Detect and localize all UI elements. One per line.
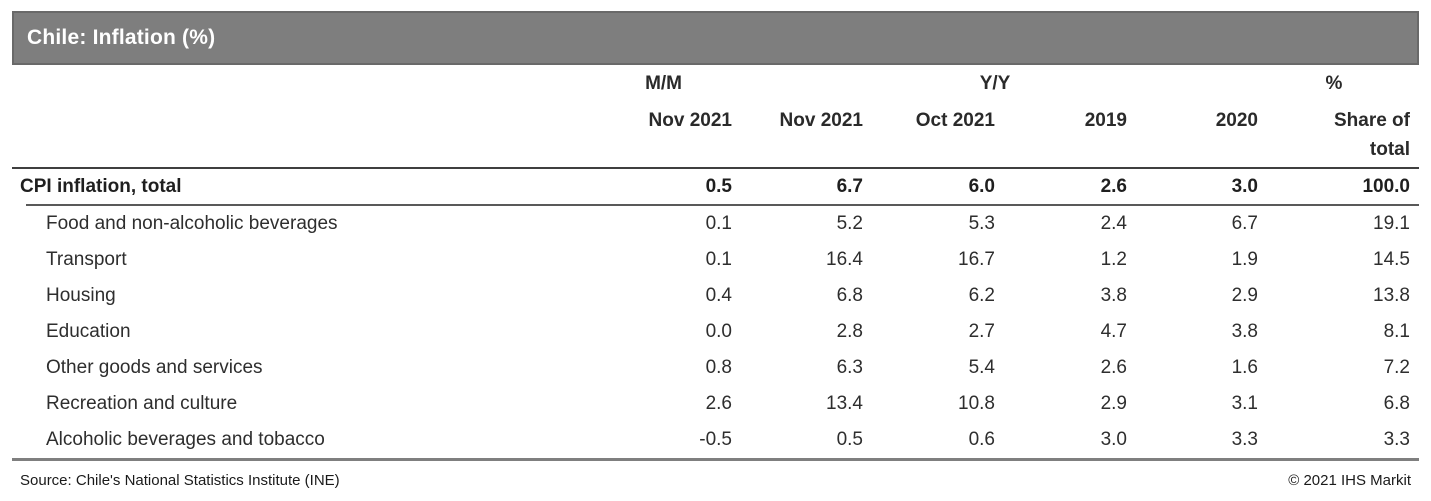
row-label: Transport <box>46 249 127 270</box>
column-header-share-of-total: Share of total <box>1333 110 1410 160</box>
column-header-spacer <box>12 103 612 106</box>
cell-value: 3.1 <box>1231 393 1258 414</box>
column-group-mm: M/M <box>645 73 682 94</box>
title-bar: Chile: Inflation (%) <box>12 11 1419 65</box>
column-header-oct2021: Oct 2021 <box>915 110 995 131</box>
copyright-note: © 2021 IHS Markit <box>1288 472 1411 489</box>
cell-value: 16.7 <box>958 249 995 270</box>
cell-value: 3.3 <box>1383 429 1410 450</box>
cell-value: 1.9 <box>1231 249 1258 270</box>
cell-value: 13.4 <box>826 393 863 414</box>
cell-value: 6.7 <box>1231 213 1258 234</box>
cell-value: 2.6 <box>1100 357 1127 378</box>
cell-value: 6.2 <box>968 285 995 306</box>
table-row: Education 0.0 2.8 2.7 4.7 3.8 8.1 <box>12 314 1419 350</box>
cell-value: 7.2 <box>1383 357 1410 378</box>
cell-value: 0.0 <box>705 321 732 342</box>
cell-value: 2.7 <box>968 321 995 342</box>
cell-value: 0.1 <box>705 249 732 270</box>
cell-value: 1.6 <box>1231 357 1258 378</box>
row-label: Recreation and culture <box>46 393 238 414</box>
cell-value: 6.8 <box>836 285 863 306</box>
cell-value: 0.5 <box>705 175 732 197</box>
cell-value: 3.0 <box>1100 429 1127 450</box>
column-header-nov2021-yy: Nov 2021 <box>779 110 863 131</box>
page-title: Chile: Inflation (%) <box>27 26 216 49</box>
cell-value: 0.4 <box>705 285 732 306</box>
cell-value: 13.8 <box>1373 285 1410 306</box>
cell-value: 3.3 <box>1231 429 1258 450</box>
cell-value: 8.1 <box>1383 321 1410 342</box>
cell-value: 6.0 <box>968 175 995 197</box>
inflation-table: M/M Y/Y % Nov 2021 Nov 2021 Oct 2021 201… <box>12 65 1419 461</box>
column-header-2019: 2019 <box>1084 110 1127 131</box>
row-label: Education <box>46 321 131 342</box>
cell-value: 3.0 <box>1231 175 1258 197</box>
cell-value: -0.5 <box>699 429 732 450</box>
column-group-yy: Y/Y <box>979 73 1011 94</box>
divider-below-total-row <box>26 204 1419 206</box>
cell-value: 3.8 <box>1231 321 1258 342</box>
cell-value: 0.5 <box>836 429 863 450</box>
column-group-header-row: M/M Y/Y % <box>12 65 1419 103</box>
cell-value: 4.7 <box>1100 321 1127 342</box>
divider-table-bottom <box>12 458 1419 461</box>
table-row: Alcoholic beverages and tobacco -0.5 0.5… <box>12 422 1419 458</box>
cell-value: 100.0 <box>1362 175 1410 197</box>
cell-value: 2.9 <box>1100 393 1127 414</box>
cell-value: 2.6 <box>1100 175 1127 197</box>
cell-value: 0.1 <box>705 213 732 234</box>
cell-value: 5.4 <box>968 357 995 378</box>
table-row: Recreation and culture 2.6 13.4 10.8 2.9… <box>12 386 1419 422</box>
row-label: Food and non-alcoholic beverages <box>46 213 338 234</box>
cell-value: 3.8 <box>1100 285 1127 306</box>
cell-value: 6.7 <box>836 175 863 197</box>
cell-value: 5.3 <box>968 213 995 234</box>
row-label: Other goods and services <box>46 357 263 378</box>
cell-value: 6.8 <box>1383 393 1410 414</box>
table-row: Transport 0.1 16.4 16.7 1.2 1.9 14.5 <box>12 242 1419 278</box>
table-row: Food and non-alcoholic beverages 0.1 5.2… <box>12 206 1419 242</box>
cell-value: 2.4 <box>1100 213 1127 234</box>
cell-value: 0.8 <box>705 357 732 378</box>
row-label: Alcoholic beverages and tobacco <box>46 429 325 450</box>
cell-value: 2.6 <box>705 393 732 414</box>
cell-value: 19.1 <box>1373 213 1410 234</box>
cell-value: 2.8 <box>836 321 863 342</box>
cell-value: 5.2 <box>836 213 863 234</box>
column-header-nov2021-mm: Nov 2021 <box>648 110 732 131</box>
row-label: CPI inflation, total <box>20 175 182 197</box>
row-label: Housing <box>46 285 116 306</box>
source-note: Source: Chile's National Statistics Inst… <box>20 472 340 489</box>
table-row: Other goods and services 0.8 6.3 5.4 2.6… <box>12 350 1419 386</box>
divider-above-total-row <box>12 167 1419 169</box>
cell-value: 2.9 <box>1231 285 1258 306</box>
cell-value: 0.6 <box>968 429 995 450</box>
cell-value: 14.5 <box>1373 249 1410 270</box>
column-header-row: Nov 2021 Nov 2021 Oct 2021 2019 2020 Sha… <box>12 103 1419 167</box>
table-row: Housing 0.4 6.8 6.2 3.8 2.9 13.8 <box>12 278 1419 314</box>
table-row-total: CPI inflation, total 0.5 6.7 6.0 2.6 3.0… <box>12 169 1419 204</box>
cell-value: 6.3 <box>836 357 863 378</box>
cell-value: 16.4 <box>826 249 863 270</box>
column-group-pct: % <box>1325 73 1343 94</box>
column-header-2020: 2020 <box>1215 110 1258 131</box>
cell-value: 1.2 <box>1100 249 1127 270</box>
cell-value: 10.8 <box>958 393 995 414</box>
footer: Source: Chile's National Statistics Inst… <box>12 472 1419 489</box>
